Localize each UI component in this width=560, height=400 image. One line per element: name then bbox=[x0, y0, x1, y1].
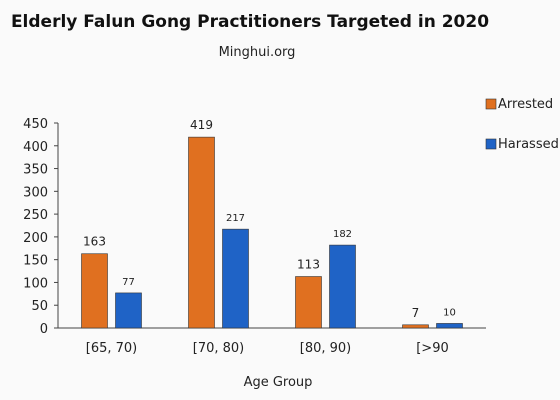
category-label: [65, 70) bbox=[86, 341, 138, 356]
y-tick-label: 450 bbox=[23, 117, 48, 132]
data-label-arrested-3: 7 bbox=[412, 306, 420, 320]
x-axis-label: Age Group bbox=[244, 375, 313, 390]
y-tick-label: 0 bbox=[40, 322, 48, 337]
legend: Arrested Harassed bbox=[485, 97, 559, 152]
legend-label-arrested: Arrested bbox=[498, 97, 553, 112]
y-tick-label: 50 bbox=[31, 299, 48, 314]
legend-swatch-arrested bbox=[485, 98, 497, 110]
data-label-harassed-1: 217 bbox=[226, 213, 245, 224]
data-label-arrested-1: 419 bbox=[190, 118, 213, 132]
bar-harassed-0 bbox=[115, 292, 142, 329]
legend-label-harassed: Harassed bbox=[498, 137, 559, 152]
category-label: [>90 bbox=[416, 341, 449, 356]
category-labels: [65, 70) [70, 80) [80, 90) [>90 bbox=[86, 341, 449, 356]
bars: 163 77 419 217 113 182 7 10 bbox=[81, 118, 463, 329]
bar-harassed-1 bbox=[222, 228, 249, 329]
category-label: [70, 80) bbox=[193, 341, 245, 356]
data-label-arrested-2: 113 bbox=[297, 258, 320, 272]
data-label-harassed-0: 77 bbox=[122, 277, 135, 288]
bar-arrested-3 bbox=[402, 324, 429, 329]
y-tick-label: 300 bbox=[23, 185, 48, 200]
bar-harassed-3 bbox=[436, 323, 463, 329]
bar-arrested-2 bbox=[295, 276, 322, 329]
bar-harassed-2 bbox=[329, 244, 356, 329]
category-label: [80, 90) bbox=[300, 341, 352, 356]
data-label-harassed-2: 182 bbox=[333, 229, 352, 240]
bar-arrested-0 bbox=[81, 253, 108, 329]
y-tick-label: 400 bbox=[23, 140, 48, 155]
y-tick-label: 100 bbox=[23, 276, 48, 291]
bar-arrested-1 bbox=[188, 136, 215, 329]
y-tick-label: 150 bbox=[23, 254, 48, 269]
chart-subtitle: Minghui.org bbox=[219, 45, 296, 60]
y-tick-label: 250 bbox=[23, 208, 48, 223]
legend-swatch-harassed bbox=[485, 138, 497, 150]
y-tick-label: 350 bbox=[23, 163, 48, 178]
y-ticks: 0 50 100 150 200 250 300 350 400 450 bbox=[23, 117, 58, 337]
data-label-arrested-0: 163 bbox=[83, 235, 106, 249]
y-tick-label: 200 bbox=[23, 231, 48, 246]
data-label-harassed-3: 10 bbox=[443, 307, 456, 318]
chart-title: Elderly Falun Gong Practitioners Targete… bbox=[11, 12, 489, 32]
